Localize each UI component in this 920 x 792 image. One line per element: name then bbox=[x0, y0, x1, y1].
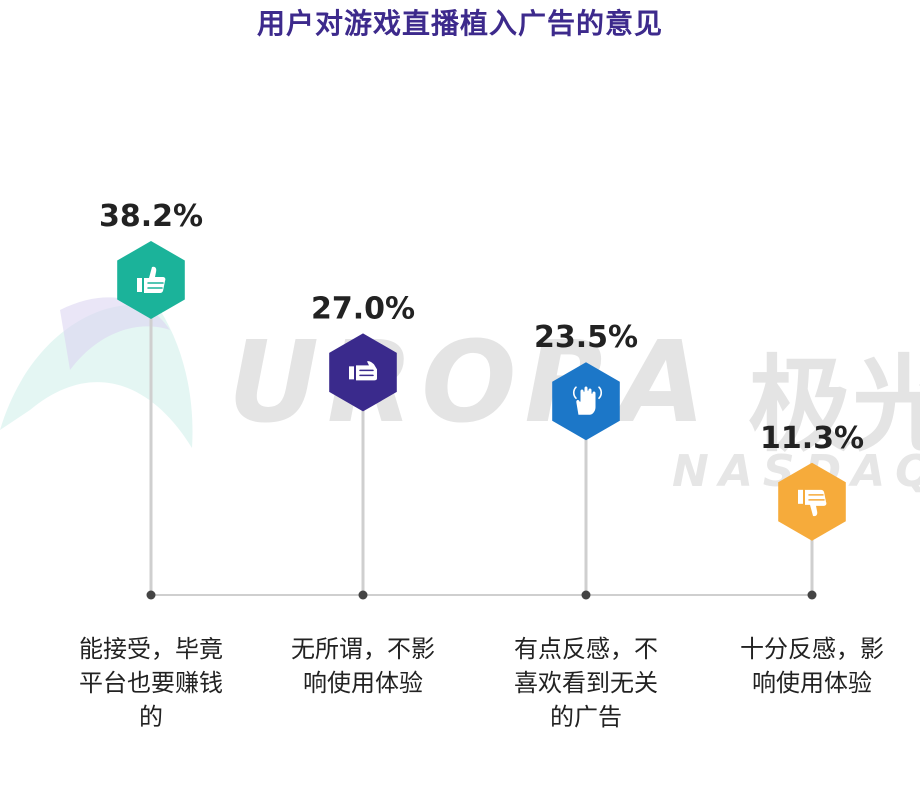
category-label-line: 的 bbox=[139, 703, 163, 731]
category-label-line: 平台也要赚钱 bbox=[79, 669, 223, 697]
watermark-logo-cn: 极光 bbox=[748, 344, 920, 466]
base-dot-4 bbox=[807, 590, 817, 600]
base-dot-3 bbox=[581, 590, 591, 600]
data-label-3: 23.5% bbox=[534, 320, 638, 355]
category-label-line: 响使用体验 bbox=[303, 669, 423, 697]
thumbs-down-icon bbox=[798, 489, 827, 517]
category-label-3: 有点反感，不 喜欢看到无关 的广告 bbox=[486, 632, 686, 734]
category-label-line: 的广告 bbox=[550, 703, 622, 731]
watermark-shape bbox=[0, 297, 193, 448]
category-label-line: 喜欢看到无关 bbox=[514, 669, 658, 697]
category-label-line: 有点反感，不 bbox=[514, 635, 658, 663]
base-dot-2 bbox=[358, 590, 368, 600]
category-label-line: 无所谓，不影 bbox=[291, 635, 435, 663]
category-label-line: 十分反感，影 bbox=[740, 635, 884, 663]
data-label-1: 38.2% bbox=[99, 199, 203, 234]
category-label-line: 能接受，毕竟 bbox=[79, 635, 223, 663]
category-label-1: 能接受，毕竟 平台也要赚钱的 bbox=[51, 632, 251, 734]
base-dot-1 bbox=[146, 590, 156, 600]
hand-wave-icon bbox=[572, 385, 603, 416]
thumbs-sideways-icon bbox=[349, 361, 377, 381]
data-label-4: 11.3% bbox=[760, 421, 864, 456]
category-label-line: 响使用体验 bbox=[752, 669, 872, 697]
watermark-logo: URORA bbox=[228, 318, 714, 448]
data-label-2: 27.0% bbox=[311, 291, 415, 326]
chart-title: 用户对游戏直播植入广告的意见 bbox=[256, 7, 663, 40]
category-label-4: 十分反感，影 响使用体验 bbox=[712, 632, 912, 700]
thumbs-up-icon bbox=[137, 266, 166, 293]
category-label-2: 无所谓，不影 响使用体验 bbox=[263, 632, 463, 700]
